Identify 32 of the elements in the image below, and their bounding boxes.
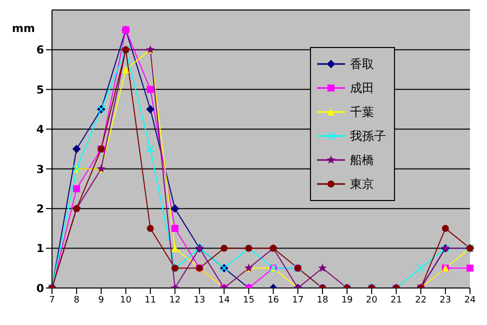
y-axis-title: mm (12, 22, 35, 35)
x-tick-label: 20 (366, 295, 378, 306)
x-tick-label: 11 (144, 295, 156, 306)
y-tick-label: 5 (36, 83, 44, 96)
y-tick-label: 2 (36, 202, 44, 216)
x-tick-label: 14 (218, 295, 230, 306)
x-tick-label: 15 (242, 295, 254, 306)
x-tick-label: 18 (316, 295, 328, 306)
legend-label: 船橋 (350, 152, 374, 168)
legend-label: 香取 (350, 56, 374, 72)
x-tick-label: 22 (415, 295, 427, 306)
legend-label: 成田 (350, 80, 374, 96)
x-tick-label: 9 (98, 295, 104, 306)
legend-label: 我孫子 (350, 128, 386, 144)
y-tick-label: 3 (36, 162, 44, 176)
y-tick-label: 0 (36, 282, 44, 295)
x-tick-label: 12 (169, 295, 181, 306)
y-tick-label: 1 (36, 242, 44, 256)
y-tick-label: 6 (36, 44, 44, 57)
x-tick-label: 21 (390, 295, 402, 306)
x-tick-label: 7 (49, 295, 55, 306)
x-tick-label: 23 (440, 295, 452, 306)
legend-label: 東京 (350, 176, 374, 192)
x-tick-label: 13 (194, 295, 206, 306)
legend-label: 千葉 (350, 104, 374, 120)
x-tick-label: 19 (341, 295, 354, 306)
y-tick-label: 4 (36, 123, 44, 136)
x-tick-label: 17 (292, 295, 304, 306)
x-tick-label: 8 (74, 295, 80, 306)
x-tick-label: 24 (464, 295, 476, 306)
x-tick-label: 16 (268, 295, 280, 306)
x-tick-label: 10 (120, 295, 132, 306)
